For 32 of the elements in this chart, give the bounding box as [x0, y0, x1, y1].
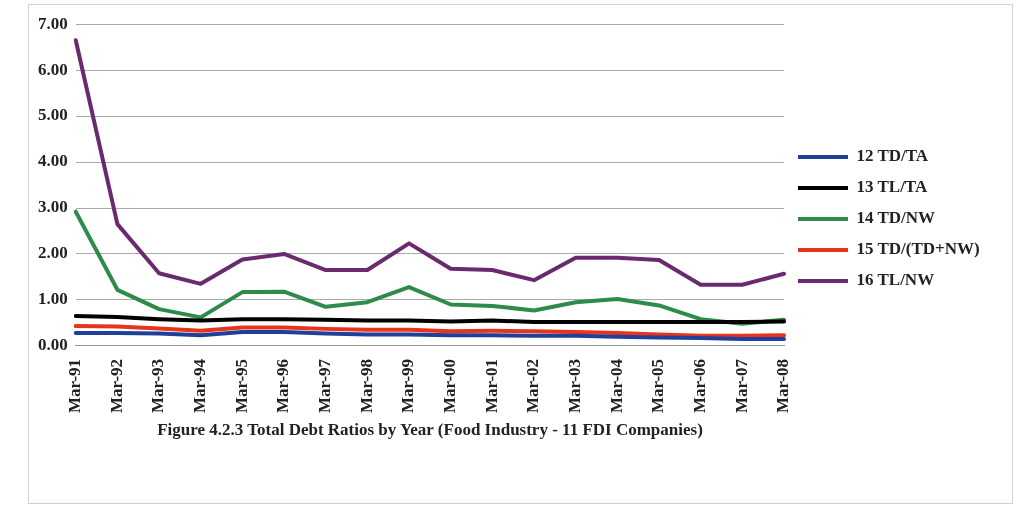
x-tick-label: Mar-08 [773, 358, 793, 413]
x-tick-label: Mar-07 [731, 358, 751, 413]
x-tick-label: Mar-95 [231, 358, 251, 413]
x-tick-label: Mar-96 [273, 358, 293, 413]
y-tick-label: 7.00 [38, 13, 68, 33]
legend-label: 16 TL/NW [856, 270, 935, 290]
x-tick-label: Mar-05 [648, 358, 668, 413]
x-tick-label: Mar-01 [481, 358, 501, 413]
x-tick-label: Mar-03 [565, 358, 585, 413]
y-tick-label: 3.00 [38, 197, 68, 217]
y-tick-label: 0.00 [38, 335, 68, 355]
y-tick-label: 1.00 [38, 289, 68, 309]
legend-label: 14 TD/NW [856, 208, 936, 228]
text: Figure 4.2.3 Total Debt Ratios by Year (Food Industry - 11 FDI Companies) [156, 419, 704, 441]
x-tick-label: Mar-93 [148, 358, 168, 413]
y-tick-label: 6.00 [38, 59, 68, 79]
y-tick-label: 2.00 [38, 243, 68, 263]
x-tick-label: Mar-97 [315, 358, 335, 413]
y-tick-label: 5.00 [38, 105, 68, 125]
x-tick-label: Mar-06 [690, 358, 710, 413]
x-tick-label: Mar-00 [440, 358, 460, 413]
legend-label: 15 TD/(TD+NW) [856, 239, 980, 259]
x-tick-label: Mar-94 [190, 358, 210, 413]
x-tick-label: Mar-91 [65, 358, 85, 413]
x-tick-label: Mar-99 [398, 358, 418, 413]
x-tick-label: Mar-04 [606, 358, 626, 413]
legend-label: 13 TL/TA [856, 177, 928, 197]
y-tick-label: 4.00 [38, 151, 68, 171]
x-tick-label: Mar-02 [523, 358, 543, 413]
x-tick-label: Mar-98 [356, 358, 376, 413]
legend-label: 12 TD/TA [856, 146, 929, 166]
x-tick-label: Mar-92 [106, 358, 126, 413]
